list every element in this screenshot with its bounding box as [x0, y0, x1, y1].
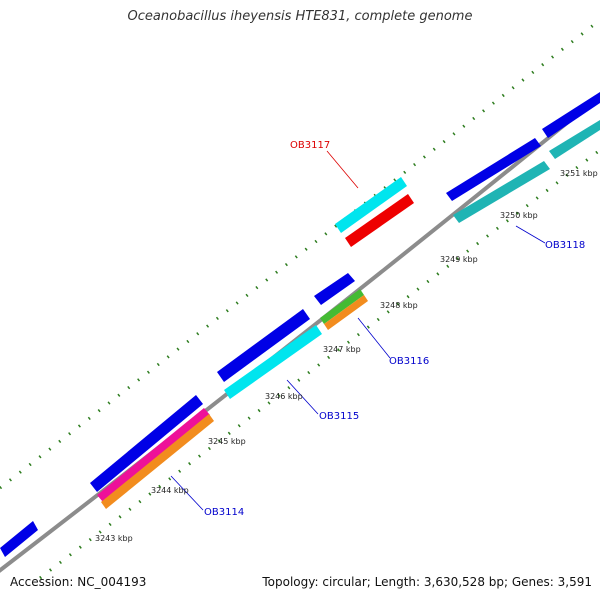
gene-arrow — [97, 408, 210, 502]
kbp-label: 3246 kbp — [265, 392, 303, 401]
kbp-label: 3249 kbp — [440, 255, 478, 264]
gene-label-ob3116[interactable]: OB3116 — [389, 356, 429, 367]
gene-arrow — [224, 325, 322, 399]
kbp-label: 3250 kbp — [500, 211, 538, 220]
gene-label-ob3114[interactable]: OB3114 — [204, 507, 244, 518]
label-leader — [170, 475, 204, 511]
gene-label-ob3115[interactable]: OB3115 — [319, 411, 359, 422]
gene-arrow — [314, 273, 355, 305]
accession-label: Accession: NC_004193 — [10, 575, 147, 589]
gene-arrow — [0, 521, 38, 557]
kbp-label: 3251 kbp — [560, 169, 598, 178]
gene-arrow — [345, 194, 414, 247]
outer-tick-row — [0, 18, 600, 490]
label-leader — [515, 225, 546, 244]
label-leader — [326, 150, 359, 189]
gene-arrow — [324, 295, 368, 330]
gene-arrow — [446, 138, 541, 201]
kbp-label: 3244 kbp — [151, 486, 189, 495]
gene-arrow — [320, 289, 364, 324]
gene-arrow — [453, 161, 550, 223]
kbp-label: 3243 kbp — [95, 534, 133, 543]
gene-arrow — [101, 414, 214, 509]
gene-arrow — [90, 395, 203, 492]
map-title: Oceanobacillus iheyensis HTE831, complet… — [127, 9, 473, 24]
kbp-label: 3245 kbp — [208, 437, 246, 446]
kbp-label: 3247 kbp — [323, 345, 361, 354]
gene-arrow — [335, 177, 407, 233]
genome-summary-label: Topology: circular; Length: 3,630,528 bp… — [262, 575, 592, 589]
label-leader — [286, 379, 319, 415]
gene-arrow — [549, 120, 600, 159]
gene-arrow — [542, 92, 600, 138]
label-leader — [357, 317, 391, 359]
gene-arrow — [217, 309, 310, 382]
gene-label-ob3118[interactable]: OB3118 — [545, 240, 585, 251]
kbp-label: 3248 kbp — [380, 301, 418, 310]
gene-label-ob3117[interactable]: OB3117 — [290, 140, 330, 151]
